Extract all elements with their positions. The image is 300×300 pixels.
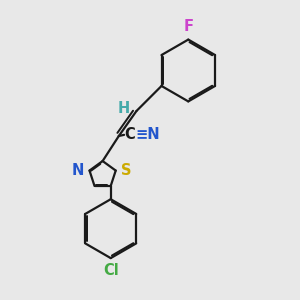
Text: H: H bbox=[118, 101, 130, 116]
Text: N: N bbox=[72, 163, 84, 178]
Text: Cl: Cl bbox=[103, 263, 118, 278]
Text: S: S bbox=[121, 163, 131, 178]
Text: F: F bbox=[183, 19, 193, 34]
Text: C: C bbox=[124, 127, 135, 142]
Text: ≡N: ≡N bbox=[135, 127, 160, 142]
